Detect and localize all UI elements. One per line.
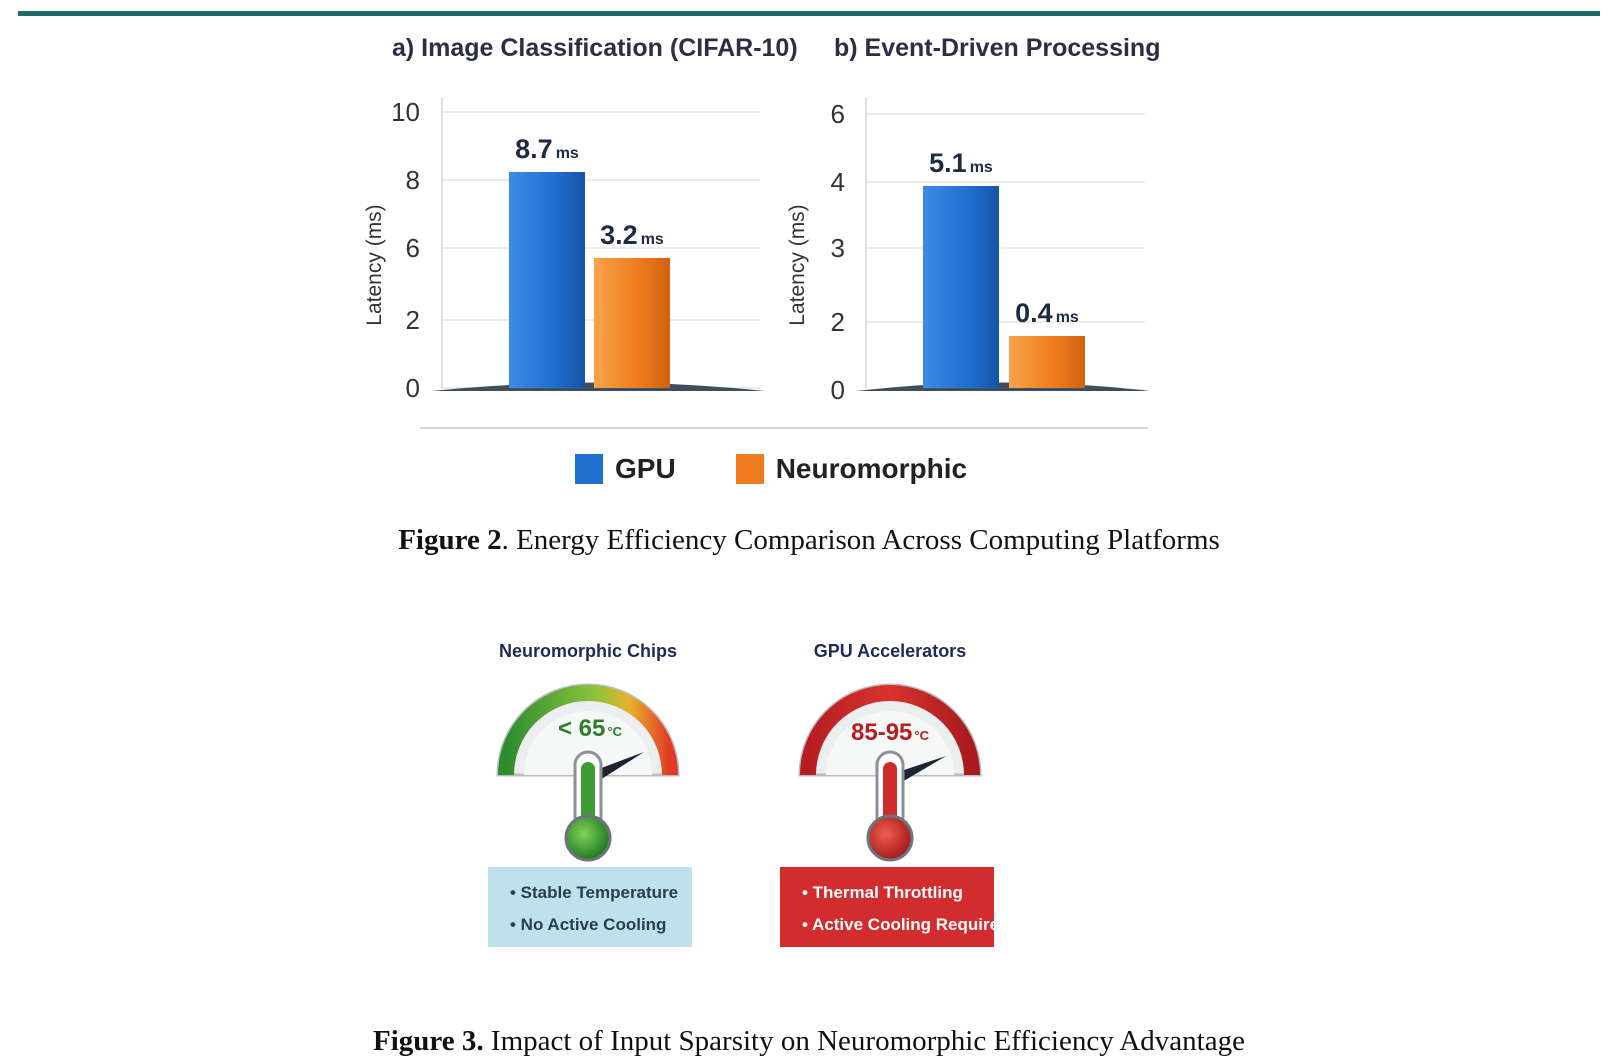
gauge-face-gpu [826, 711, 954, 775]
gauge-reading-neuromorphic: < 65 °C [558, 715, 623, 742]
gauge-arc-gpu [800, 685, 980, 776]
bar-gpu [509, 172, 585, 388]
y-tick-label: 6 [406, 233, 420, 263]
legend-item-gpu: GPU [575, 453, 676, 485]
gauge-neuromorphic [496, 683, 680, 862]
top-rule [18, 11, 1600, 16]
note-no-active-cooling: • No Active Cooling [510, 915, 667, 934]
notes-neuromorphic: • Stable Temperature • No Active Cooling [488, 867, 692, 947]
bar-value-label: 0.4 ms [1015, 298, 1079, 328]
chart-legend: GPU Neuromorphic [575, 453, 1027, 485]
notes-gpu: • Thermal Throttling • Active Cooling Re… [780, 867, 1010, 947]
gauge-needle-neuromorphic [596, 752, 644, 780]
bar-value-label: 8.7 ms [515, 134, 579, 164]
figure2-charts: 0 2 6 8 10 Latency (ms) 8.7 ms 3.2 ms 0 2 3 4 6 Latenc… [363, 97, 1150, 429]
bar-neuromorphic [594, 258, 670, 388]
y-tick-label: 8 [406, 165, 420, 195]
figure2-text: . Energy Efficiency Comparison Across Co… [501, 524, 1220, 556]
thermometer-bulb-neuromorphic [564, 814, 612, 862]
bar-value-label: 3.2 ms [600, 220, 664, 250]
legend-label-neuromorphic: Neuromorphic [775, 453, 968, 484]
gauge-title-gpu: GPU Accelerators [813, 641, 967, 661]
figure2-label: Figure 2 [398, 524, 502, 556]
y-tick-label: 4 [831, 167, 845, 197]
chart-a-title: a) Image Classification (CIFAR-10) [392, 34, 798, 62]
y-tick-label: 3 [831, 233, 845, 263]
note-active-cooling-required: • Active Cooling Required [802, 915, 1010, 934]
thermometer-fill-gpu [883, 762, 897, 832]
chart-b-title: b) Event-Driven Processing [834, 34, 1161, 62]
gauge-reading-gpu: 85-95 °C [851, 719, 930, 746]
bar-value-label: 5.1 ms [929, 148, 993, 178]
legend-swatch-gpu [575, 454, 603, 484]
note-thermal-throttling: • Thermal Throttling [802, 883, 963, 902]
chart-a: 0 2 6 8 10 Latency (ms) 8.7 ms 3.2 ms [363, 97, 765, 403]
chart-b: 0 2 3 4 6 Latency (ms) 5.1 ms 0.4 ms [786, 98, 1150, 405]
figure3-label: Figure 3. [373, 1025, 484, 1057]
note-stable-temperature: • Stable Temperature [510, 883, 679, 902]
y-tick-label: 2 [406, 305, 420, 335]
y-axis-label: Latency (ms) [786, 204, 809, 325]
legend-label-gpu: GPU [615, 453, 676, 484]
figure3-caption: Figure 3. Impact of Input Sparsity on Ne… [0, 1025, 1618, 1058]
bar-neuromorphic [1009, 336, 1085, 388]
y-axis-label: Latency (ms) [363, 204, 386, 325]
legend-swatch-neuromorphic [735, 454, 764, 484]
figure2-caption: Figure 2. Energy Efficiency Comparison A… [0, 524, 1618, 557]
y-tick-label: 10 [391, 97, 420, 127]
y-tick-label: 6 [831, 99, 845, 129]
thermometer-bulb-gpu [866, 814, 914, 862]
y-tick-label: 2 [831, 307, 845, 337]
figure3-text: Impact of Input Sparsity on Neuromorphic… [483, 1025, 1245, 1057]
gauge-needle-gpu [898, 756, 946, 782]
legend-item-neuromorphic: Neuromorphic [735, 453, 968, 485]
gauge-gpu [798, 683, 982, 862]
thermometer-fill-neuromorphic [581, 762, 595, 832]
y-tick-label: 0 [831, 375, 845, 405]
gauge-face-neuromorphic [524, 711, 652, 775]
bar-gpu [923, 186, 999, 388]
y-tick-label: 0 [406, 373, 420, 403]
gauge-arc-neuromorphic [498, 685, 678, 776]
gauge-title-neuromorphic: Neuromorphic Chips [498, 641, 677, 661]
